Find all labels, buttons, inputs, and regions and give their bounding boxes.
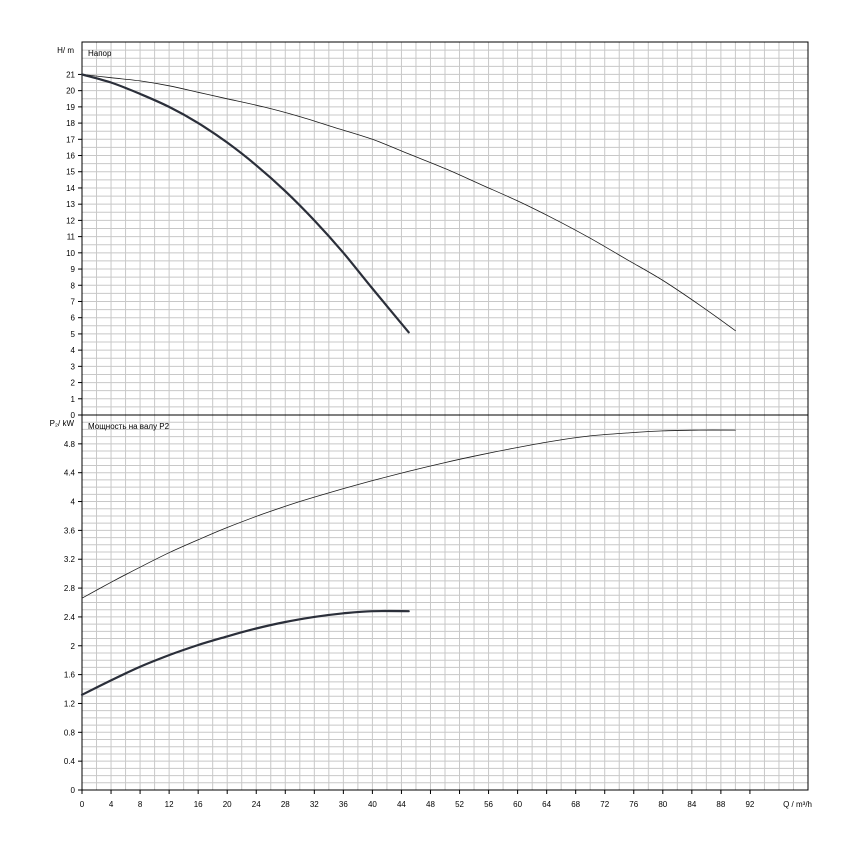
y-tick-label: 3: [71, 362, 76, 371]
y-tick-label: 4: [71, 498, 76, 507]
y-tick-label: 0: [71, 411, 76, 420]
y-tick-label: 2: [71, 642, 76, 651]
x-axis-label: Q / m³/h: [783, 800, 812, 809]
x-tick-label: 0: [80, 800, 85, 809]
y-tick-label: 16: [66, 152, 75, 161]
y-tick-label: 4: [71, 346, 76, 355]
x-tick-label: 52: [455, 800, 464, 809]
x-tick-label: 16: [194, 800, 203, 809]
y-tick-label: 3.6: [64, 526, 76, 535]
x-tick-label: 24: [252, 800, 261, 809]
y-tick-label: 15: [66, 168, 75, 177]
y-tick-label: 4.4: [64, 469, 76, 478]
y-tick-label: 17: [66, 135, 75, 144]
curve-thin: [81, 74, 736, 332]
x-tick-label: 28: [281, 800, 290, 809]
x-tick-label: 76: [629, 800, 638, 809]
x-tick-label: 80: [658, 800, 667, 809]
y-tick-label: 11: [67, 233, 76, 242]
y-axis-label: P₂/ kW: [50, 419, 75, 428]
y-tick-label: 10: [66, 249, 75, 258]
y-tick-label: 0.4: [64, 757, 76, 766]
x-tick-label: 12: [165, 800, 174, 809]
curve-layer: [80, 73, 736, 696]
y-tick-label: 1: [71, 395, 76, 404]
y-tick-label: 12: [66, 216, 75, 225]
y-tick-label: 0: [71, 786, 76, 795]
y-tick-label: 1.2: [64, 699, 76, 708]
x-tick-label: 88: [716, 800, 725, 809]
text-layer: 0123456789101112131415161718192021НапорH…: [50, 46, 812, 809]
y-tick-label: 21: [66, 70, 75, 79]
y-tick-label: 1.6: [64, 671, 76, 680]
y-tick-label: 18: [66, 119, 75, 128]
x-tick-label: 40: [368, 800, 377, 809]
curve-thin: [81, 429, 736, 599]
x-tick-label: 56: [484, 800, 493, 809]
y-tick-label: 2.4: [64, 613, 76, 622]
x-tick-label: 72: [600, 800, 609, 809]
y-tick-label: 8: [71, 281, 76, 290]
y-tick-label: 0.8: [64, 728, 76, 737]
y-tick-label: 14: [66, 184, 75, 193]
x-tick-label: 32: [310, 800, 319, 809]
y-tick-label: 19: [66, 103, 75, 112]
x-tick-label: 20: [223, 800, 232, 809]
frame-layer: [78, 41, 809, 794]
x-tick-label: 44: [397, 800, 406, 809]
y-tick-label: 2: [71, 379, 76, 388]
x-tick-label: 8: [138, 800, 143, 809]
panel-title: Напор: [88, 49, 112, 58]
y-tick-label: 9: [71, 265, 76, 274]
x-tick-label: 64: [542, 800, 551, 809]
y-tick-label: 13: [66, 200, 75, 209]
x-tick-label: 48: [426, 800, 435, 809]
x-tick-label: 36: [339, 800, 348, 809]
y-tick-label: 5: [71, 330, 76, 339]
plot-frame: [81, 41, 809, 791]
x-tick-label: 92: [745, 800, 754, 809]
y-tick-label: 20: [66, 87, 75, 96]
y-axis-label: H/ m: [57, 46, 74, 55]
panel-title: Мощность на валу P2: [88, 422, 170, 431]
x-tick-label: 84: [687, 800, 696, 809]
x-tick-label: 60: [513, 800, 522, 809]
y-tick-label: 4.8: [64, 440, 76, 449]
curve-thick: [80, 73, 410, 334]
y-tick-label: 6: [71, 314, 76, 323]
y-tick-label: 2.8: [64, 584, 76, 593]
curve-thick: [80, 609, 410, 696]
y-tick-label: 7: [71, 297, 76, 306]
x-tick-label: 4: [109, 800, 114, 809]
grid-layer: [81, 42, 809, 791]
x-tick-label: 68: [571, 800, 580, 809]
y-tick-label: 3.2: [64, 555, 76, 564]
